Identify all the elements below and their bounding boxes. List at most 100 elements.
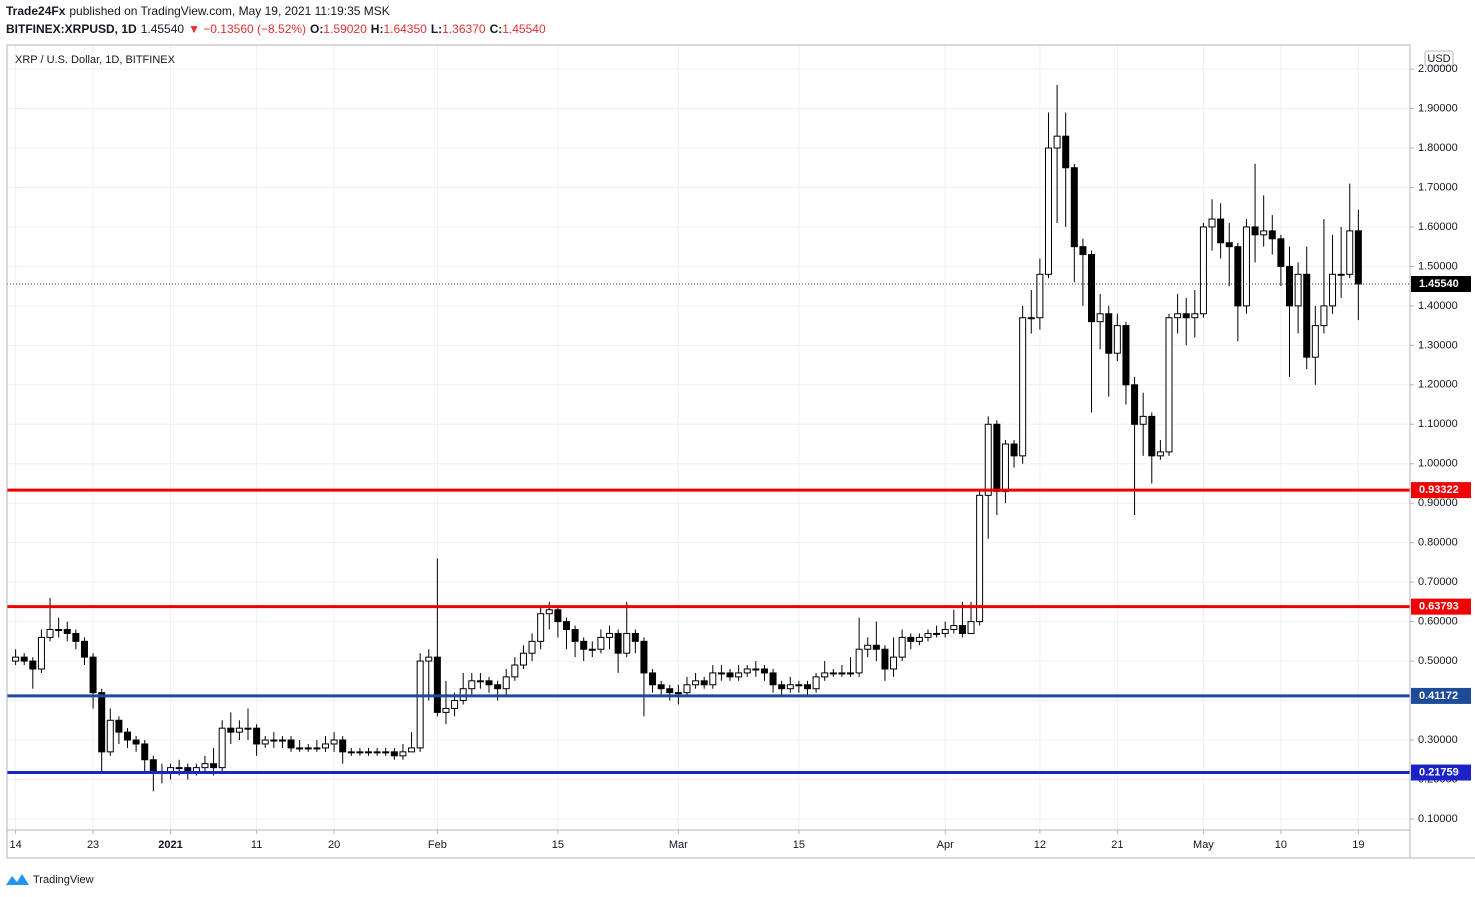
candle-body: [554, 609, 562, 623]
candle-body: [330, 739, 338, 745]
candle-body: [597, 636, 605, 650]
candle-body: [511, 664, 519, 678]
candle-body: [124, 731, 132, 741]
y-tick-label: 1.40000: [1418, 300, 1458, 312]
candle-body: [640, 640, 648, 674]
candle-body: [373, 751, 381, 754]
candle-body: [1156, 451, 1164, 457]
candle-body: [106, 719, 114, 753]
y-tick-label: 0.90000: [1418, 497, 1458, 509]
x-tick-label: 2021: [158, 839, 182, 851]
candle-body: [416, 660, 424, 749]
y-tick-label: 2.00000: [1418, 63, 1458, 75]
candle-body: [717, 672, 725, 675]
candle-body: [235, 727, 243, 733]
candle-body: [1268, 230, 1276, 240]
publish-line: Trade24Fx published on TradingView.com, M…: [6, 4, 390, 18]
candle-body: [1079, 246, 1087, 256]
candle-body: [588, 648, 596, 651]
candle-body: [1044, 147, 1052, 275]
axis-labels: 0.100000.200000.300000.400000.500000.600…: [9, 63, 1471, 851]
candle-body: [562, 621, 570, 631]
candle-body: [46, 629, 54, 638]
candle-body: [769, 672, 777, 686]
level-label: 0.63793: [1419, 601, 1459, 613]
candle-body: [958, 625, 966, 634]
candle-body: [1088, 254, 1096, 323]
candle-body: [838, 672, 846, 675]
candle-body: [1354, 230, 1362, 285]
candle-body: [1225, 242, 1233, 248]
last: 1.45540: [141, 22, 185, 36]
x-tick-label: 10: [1275, 839, 1287, 851]
candle-body: [847, 672, 855, 675]
candle-body: [1303, 273, 1311, 358]
candle-body: [580, 640, 588, 650]
candle-body: [270, 739, 278, 742]
candle-body: [149, 759, 157, 773]
candle-body: [666, 688, 674, 694]
y-tick-label: 1.60000: [1418, 221, 1458, 233]
l: 1.36370: [442, 22, 486, 36]
candle-body: [201, 763, 209, 769]
y-tick-label: 0.70000: [1418, 576, 1458, 588]
candle-body: [700, 680, 708, 686]
candle-body: [528, 640, 536, 654]
candle-body: [433, 656, 441, 713]
logo: [6, 874, 29, 885]
h: 1.64350: [383, 22, 427, 36]
candle-body: [476, 680, 484, 683]
candle-body: [1191, 313, 1199, 319]
candle-body: [1277, 238, 1285, 267]
candle-body: [1329, 273, 1337, 307]
y-tick-label: 0.30000: [1418, 734, 1458, 746]
candle-body: [494, 684, 502, 690]
currency-badge: [1424, 50, 1454, 67]
candle-body: [623, 632, 631, 654]
candle-body: [287, 739, 295, 749]
y-tick-label: 1.50000: [1418, 260, 1458, 272]
candle-body: [984, 423, 992, 496]
candle-body: [752, 668, 760, 671]
candle-body: [692, 680, 700, 686]
x-tick-label: Mar: [669, 839, 688, 851]
candle-body: [1174, 313, 1182, 319]
chart-title: XRP / U.S. Dollar, 1D, BITFINEX: [15, 54, 176, 66]
x-tick-label: May: [1193, 839, 1214, 851]
symbol: BITFINEX:XRPUSD, 1D: [6, 22, 137, 36]
candle-body: [1113, 325, 1121, 354]
h-key: H:: [371, 22, 384, 36]
x-tick-label: 12: [1034, 839, 1046, 851]
candle-body: [631, 632, 639, 642]
level-label: 0.21759: [1419, 766, 1459, 778]
y-tick-label: 1.90000: [1418, 102, 1458, 114]
published: published on TradingView.com, May 19, 20…: [69, 4, 389, 18]
candle-body: [760, 668, 768, 674]
o: 1.59020: [323, 22, 367, 36]
candle-body: [709, 672, 717, 686]
candle-body: [803, 684, 811, 690]
candle-body: [1311, 325, 1319, 358]
candle-body: [976, 494, 984, 623]
candle-body: [735, 672, 743, 678]
candle-body: [890, 656, 898, 670]
candle-body: [227, 727, 235, 733]
candle-body: [1148, 415, 1156, 457]
candle-body: [1053, 135, 1061, 149]
x-tick-label: 11: [251, 839, 262, 851]
candle-body: [442, 707, 450, 713]
candle-body: [1346, 230, 1354, 275]
candle-body: [115, 719, 123, 733]
candle-body: [1062, 135, 1070, 169]
candle-body: [278, 739, 286, 742]
y-tick-label: 1.00000: [1418, 458, 1458, 470]
candle-body: [63, 629, 71, 634]
x-tick-label: 23: [87, 839, 99, 851]
candle-body: [313, 747, 321, 750]
candle-body: [864, 644, 872, 650]
c: 1.45540: [502, 22, 546, 36]
candle-body: [941, 629, 949, 634]
candle-body: [924, 632, 932, 638]
